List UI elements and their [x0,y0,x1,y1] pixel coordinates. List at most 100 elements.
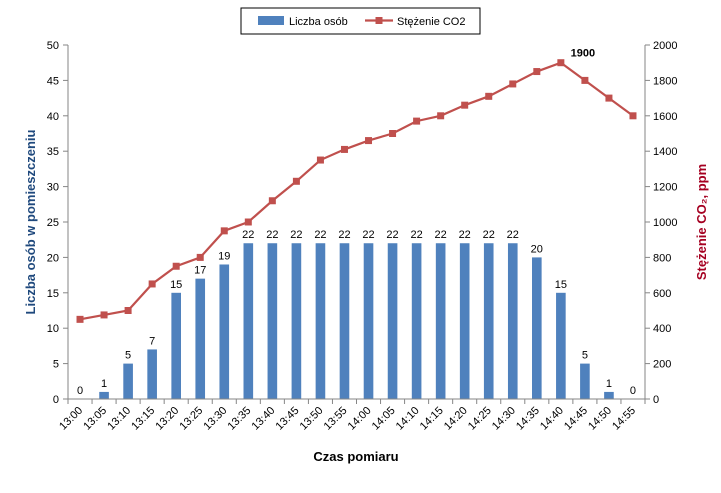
bar-data-label: 22 [435,229,447,241]
co2-marker [340,145,348,153]
x-tick-label: 14:10 [394,405,422,433]
bar-data-label: 19 [218,250,230,262]
x-tick-label: 14:25 [466,405,494,433]
bar-data-label: 22 [362,229,374,241]
bar [123,363,133,399]
x-tick-label: 13:35 [225,405,253,433]
co2-marker [100,311,108,319]
legend-bar-swatch [258,16,284,25]
right-y-tick-label: 1800 [653,75,677,87]
bar [435,243,446,399]
bar [219,264,230,399]
x-tick-label: 13:30 [201,405,229,433]
bar [459,243,470,399]
co2-marker [485,92,493,100]
bar-data-label: 20 [531,243,543,255]
bar-data-label: 22 [410,229,422,241]
bar-data-label: 22 [266,229,278,241]
legend-label-bars: Liczba osób [289,16,348,28]
legend-label-line: Stężenie CO2 [397,16,465,28]
bar-data-label: 15 [170,279,182,291]
co2-marker [533,68,541,76]
co2-marker [76,315,84,323]
co2-marker [509,80,517,88]
right-y-tick-label: 400 [653,323,671,335]
x-tick-label: 14:30 [490,405,518,433]
co2-max-label: 1900 [571,48,595,60]
bar-data-label: 1 [606,378,612,390]
line-series-group [76,59,637,323]
right-y-tick-label: 0 [653,394,659,406]
x-tick-label: 13:00 [57,405,85,433]
co2-marker [437,112,445,120]
co2-marker [148,280,156,288]
x-tick-label: 13:50 [298,405,326,433]
co2-line [79,61,634,321]
bar-data-label: 22 [338,229,350,241]
bar [387,243,398,399]
left-y-tick-label: 5 [53,359,59,371]
bar [604,391,614,399]
bar [147,349,157,399]
right-y-axis-title: Stężenie CO₂, ppm [694,164,709,280]
bar [267,243,278,399]
x-tick-label: 13:05 [81,405,109,433]
right-y-tick-label: 2000 [653,40,677,52]
x-tick-label: 14:50 [586,405,614,433]
bar-data-label: 22 [459,229,471,241]
bar [171,292,181,399]
x-axis-title: Czas pomiaru [313,449,398,464]
right-y-tick-label: 1000 [653,217,677,229]
left-y-axis-title: Liczba osób w pomieszczeniu [23,129,38,314]
bar-data-label: 1 [101,378,107,390]
co2-marker [316,156,324,164]
bar [363,243,374,399]
x-tick-label: 13:15 [129,405,157,433]
bar-data-label: 17 [194,265,206,277]
co2-marker [605,94,613,102]
x-tick-label: 14:35 [514,405,542,433]
bar [556,292,566,399]
right-y-tick-label: 1200 [653,182,677,194]
bar-data-label: 22 [483,229,495,241]
legend: Liczba osób Stężenie CO2 [240,7,481,35]
co2-marker [461,101,469,109]
bar [339,243,350,399]
legend-line-marker [375,17,383,24]
co2-marker [172,262,180,270]
x-tick-label: 14:55 [610,405,638,433]
co2-marker [413,117,421,125]
bar-data-label: 7 [149,335,155,347]
bar [483,243,494,399]
bar [291,243,302,399]
x-tick-label: 13:25 [177,405,205,433]
x-tick-label: 14:00 [346,405,374,433]
x-tick-label: 13:20 [153,405,181,433]
x-tick-label: 14:20 [442,405,470,433]
bar-data-label: 22 [290,229,302,241]
left-y-tick-label: 25 [47,217,59,229]
bar-series-group [99,243,614,399]
bar [411,243,422,399]
left-y-tick-label: 20 [47,252,59,264]
x-tick-label: 14:05 [370,405,398,433]
right-y-tick-label: 800 [653,252,671,264]
bar [507,243,518,399]
x-tick-label: 13:10 [105,405,133,433]
bar-data-label: 15 [555,279,567,291]
right-y-tick-label: 1600 [653,111,677,123]
bar [243,243,254,399]
bar-data-label: 5 [582,350,588,362]
co2-marker [124,307,132,314]
left-y-tick-label: 45 [47,75,59,87]
bar [99,391,109,399]
left-y-tick-label: 30 [47,182,59,194]
x-tick-label: 13:45 [274,405,302,433]
x-tick-label: 14:15 [418,405,446,433]
co2-marker [268,197,276,205]
bar-data-label: 22 [242,229,254,241]
co2-marker [365,137,373,145]
bar-data-label: 0 [77,385,83,397]
